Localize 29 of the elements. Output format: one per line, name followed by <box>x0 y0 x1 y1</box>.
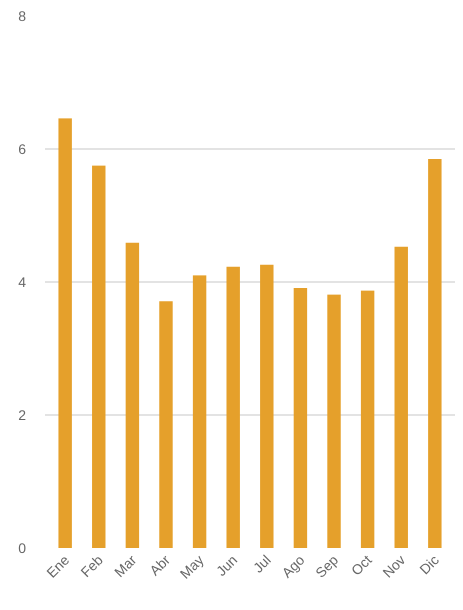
bar <box>226 266 240 548</box>
x-tick-label: May <box>176 552 207 582</box>
y-tick-label: 6 <box>18 140 26 157</box>
x-tick-label: Oct <box>348 552 375 578</box>
bar <box>58 118 72 548</box>
x-tick-label: Mar <box>111 552 140 580</box>
bar <box>126 242 140 548</box>
x-tick-label: Dic <box>416 552 442 578</box>
x-tick-label: Nov <box>379 552 408 581</box>
bar <box>360 290 374 548</box>
x-tick-label: Jun <box>212 552 240 580</box>
bar <box>428 158 442 548</box>
x-tick-label: Sep <box>312 552 342 581</box>
bar <box>192 275 206 548</box>
bar <box>260 264 274 548</box>
y-tick-label: 4 <box>18 274 26 290</box>
bar <box>294 288 308 548</box>
x-tick-label: Ago <box>278 552 308 581</box>
bar <box>327 294 341 548</box>
x-tick-label: Feb <box>77 552 106 580</box>
y-tick-label: 0 <box>18 540 26 556</box>
bar <box>159 301 173 548</box>
y-tick-label: 8 <box>18 8 26 24</box>
x-tick-label: Jul <box>250 552 274 576</box>
bar <box>92 166 106 548</box>
bar <box>394 246 408 548</box>
x-tick-label: Abr <box>146 552 174 578</box>
x-tick-label: Ene <box>43 552 72 581</box>
y-tick-label: 2 <box>18 406 26 423</box>
